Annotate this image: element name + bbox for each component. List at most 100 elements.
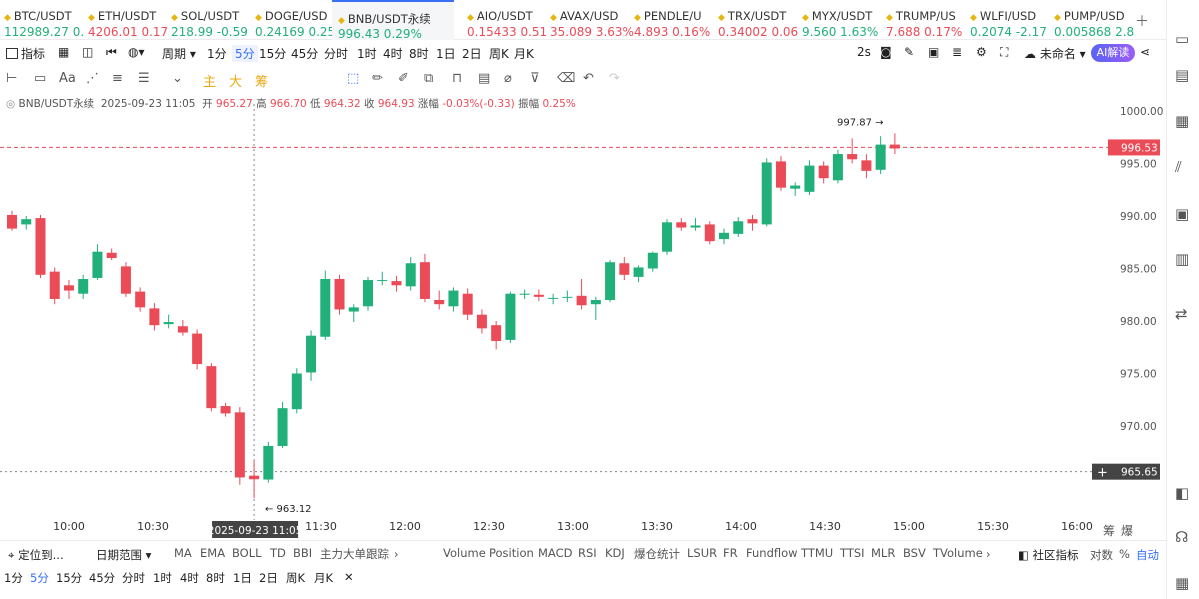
ticker-item[interactable]: ◆ BTC/USDT 112989.27 0. [4,0,88,40]
interval-option[interactable]: 2日 [462,47,482,61]
locate-button[interactable]: ⌖ 定位到... [8,547,64,563]
ticker-item[interactable]: ◆ WLFI/USD 0.2074 -2.17 [970,0,1054,40]
list-view-icon[interactable]: ▥ [1175,250,1190,268]
main-indicators-more-icon[interactable]: › [394,547,399,561]
panel-icon[interactable]: ◧ [1175,484,1190,502]
camera-icon[interactable]: ◙ [880,45,892,59]
sub-indicator-item[interactable]: TTSI [840,546,865,560]
sub-indicator-item[interactable]: TTMU [801,546,834,560]
period-dropdown[interactable]: 周期 ▾ [162,47,196,61]
main-indicator-item[interactable]: MA [174,546,192,560]
note-icon[interactable]: ▤ [478,71,491,86]
main-indicator-item[interactable]: 主力大单跟踪 [320,547,389,561]
swap-icon[interactable]: ⇄ [1175,305,1188,323]
trend-icon[interactable]: ⫽ [1175,158,1182,176]
interval-option[interactable]: 1时 [357,47,377,61]
indicator-button[interactable]: 指标 [6,45,45,62]
interval-option[interactable]: 45分 [291,47,319,61]
main-indicator-item[interactable]: TD [270,546,286,560]
lock-icon[interactable]: ⊓ [452,71,463,86]
pencil-icon[interactable]: ✏ [372,71,383,86]
percent-scale-toggle[interactable]: % [1119,547,1130,561]
ticker-item[interactable]: ◆ ETH/USDT 4206.01 0.17 [88,0,172,40]
channel-tool-icon[interactable]: ≡ [112,71,123,86]
interval-option[interactable]: 5分 [232,45,258,62]
interval-option[interactable]: 15分 [259,47,287,61]
date-range-dropdown[interactable]: 日期范围 ▾ [96,548,152,562]
bottom-interval-option[interactable]: 1日 [233,571,252,585]
ticker-item[interactable]: ◆ TRUMP/US 7.688 0.17% [886,0,970,40]
ticker-item[interactable]: ◆ DOGE/USD 0.24169 0.25 [255,0,339,40]
sub-indicator-item[interactable]: Fundflow [746,546,798,560]
fullscreen-icon[interactable]: ⛶ [1000,45,1009,59]
cursor-icon[interactable]: ⬚ [347,71,360,86]
bottom-interval-option[interactable]: 45分 [89,571,116,585]
line-tool-icon[interactable]: ⊢ [6,71,18,86]
sub-indicator-item[interactable]: 爆仓统计 [634,547,680,561]
sub-indicator-item[interactable]: MACD [538,546,573,560]
layout-name-dropdown[interactable]: ☁ 未命名 ▾ [1024,47,1086,61]
candlestick-chart[interactable]: 1000.00 995.00 990.00 985.00 980.00 975.00 970… [0,104,1166,540]
measure-icon[interactable]: ⧉ [424,71,434,86]
chip-toggle[interactable]: 筹 [255,75,269,90]
interval-option[interactable]: 月K [514,47,534,61]
grid-icon[interactable]: ▦ [1175,574,1190,592]
sub-indicator-item[interactable]: MLR [871,546,896,560]
ticker-item[interactable]: ◆ AIO/USDT 0.15433 0.51 [467,0,551,40]
sub-indicators-more-icon[interactable]: › [986,547,991,561]
ticker-item[interactable]: ◆ TRX/USDT 0.34002 0.06 [718,0,802,40]
bottom-interval-option[interactable]: 分时 [122,571,145,585]
interval-option[interactable]: 8时 [409,47,429,61]
text-tool-icon[interactable]: Aa [59,71,76,86]
document-icon[interactable]: ▤ [1175,66,1190,84]
rectangle-tool-icon[interactable]: ▭ [34,71,47,86]
auto-scale-toggle[interactable]: 自动 [1136,548,1159,562]
ticker-item[interactable]: ◆ AVAX/USD 35.089 3.63% [550,0,634,40]
more-tools-icon[interactable]: ⌄ [172,71,183,86]
bottom-interval-option[interactable]: 4时 [180,571,199,585]
sub-indicator-item[interactable]: KDJ [605,546,625,560]
main-indicator-item[interactable]: EMA [200,546,226,560]
chip-shortcut[interactable]: 筹 [1103,524,1116,538]
rewind-icon[interactable]: ⏮ [106,45,117,59]
ticker-item[interactable]: ◆ PENDLE/U 4.893 0.16% [634,0,718,40]
interval-option[interactable]: 4时 [383,47,403,61]
undo-icon[interactable]: ↶ [583,71,594,86]
refresh-rate[interactable]: 2s [857,45,871,59]
bottom-interval-option[interactable]: 周K [286,571,306,585]
big-order-toggle[interactable]: 大 [229,75,243,90]
bottom-interval-option[interactable]: 5分 [30,571,49,585]
sub-indicator-item[interactable]: FR [723,546,738,560]
interval-option[interactable]: 分时 [324,47,349,61]
main-toggle[interactable]: 主 [203,75,217,90]
log-scale-toggle[interactable]: 对数 [1090,548,1113,562]
sub-indicator-item[interactable]: RSI [578,546,597,560]
burst-shortcut[interactable]: 爆 [1121,524,1134,538]
compare-icon[interactable]: ◍▾ [128,45,145,59]
share-icon[interactable]: ⋖ [1140,45,1151,59]
clipboard-icon[interactable]: ▦ [1175,112,1190,130]
support-icon[interactable]: ☊ [1175,528,1189,546]
interval-option[interactable]: 周K [489,47,509,61]
main-indicator-item[interactable]: BOLL [232,546,262,560]
fib-tool-icon[interactable]: ⋰ [86,71,99,86]
calendar-icon[interactable]: ▦ [58,45,70,59]
main-indicator-item[interactable]: BBI [293,546,313,560]
sub-indicator-item[interactable]: BSV [903,546,926,560]
brush-icon[interactable]: ✐ [398,71,409,86]
bottom-interval-option[interactable]: 15分 [56,571,83,585]
close-icon[interactable]: ✕ [344,570,354,584]
bottom-interval-option[interactable]: 1时 [153,571,172,585]
add-ticker-icon[interactable]: ＋ [1135,14,1149,30]
edit-icon[interactable]: ✎ [904,45,915,59]
sub-indicator-item[interactable]: Position [489,546,534,560]
interval-option[interactable]: 1日 [436,47,456,61]
template-icon[interactable]: ▣ [928,45,940,59]
filter-icon[interactable]: ⊽ [530,71,540,86]
list-icon[interactable]: ≣ [952,45,963,59]
layout-icon[interactable]: ◫ [82,45,94,59]
trash-icon[interactable]: ⌫ [557,71,576,86]
bottom-interval-option[interactable]: 月K [314,571,334,585]
interval-option[interactable]: 1分 [207,47,227,61]
eye-icon[interactable]: ◎ [6,98,16,110]
